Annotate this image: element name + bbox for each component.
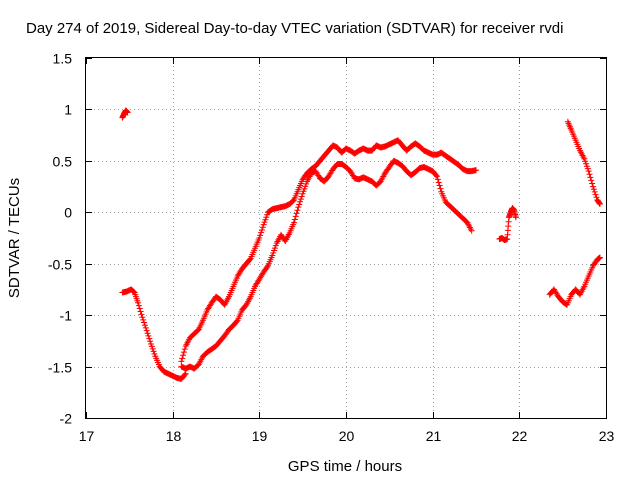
x-tick-label: 20 [339,428,355,444]
x-tick-label: 17 [79,428,95,444]
series-track-2 [119,286,189,382]
data-point [294,207,301,214]
data-point [434,173,440,180]
y-tick-label: -2 [60,411,73,427]
data-point [592,191,599,198]
data-point [142,324,149,331]
x-tick-label: 23 [599,428,615,444]
data-point [434,176,441,183]
data-point [437,185,444,192]
data-point [130,288,137,295]
data-point [433,172,440,179]
data-point [596,201,603,208]
data-point [473,167,479,174]
data-point [596,254,603,261]
series-track-1 [119,107,131,121]
data-point [180,349,187,356]
data-point [178,358,185,365]
ticks: 17 18 19 20 21 22 23 -2 -1.5 -1 -0.5 0 0.5 1 1.5 [48,51,615,445]
data-point [259,224,266,231]
data-point [292,213,299,220]
y-tick-label: 0.5 [53,154,73,170]
data-point [435,179,442,186]
data-points [119,107,603,382]
y-axis-label: SDTVAR / TECUs [6,178,23,298]
y-tick-label: -1.5 [48,360,72,376]
series-track-6 [546,254,603,308]
series-track-3 [178,137,479,365]
data-point [298,193,305,200]
data-point [297,196,304,203]
data-point [181,346,188,353]
data-point [591,188,598,195]
data-point [179,355,186,362]
series-track-5 [496,205,519,244]
data-point [124,109,131,116]
data-point [147,338,154,345]
data-point [291,219,297,226]
data-point [257,232,264,239]
data-point [233,318,240,325]
data-point [296,201,303,208]
y-tick-label: 1 [64,102,72,118]
data-point [295,204,302,211]
data-point [140,316,147,323]
data-point [596,200,603,207]
x-tick-label: 22 [512,428,528,444]
data-point [182,370,189,377]
data-point [139,314,146,321]
x-tick-label: 19 [252,428,268,444]
data-point [256,235,263,241]
x-axis-label: GPS time / hours [288,458,402,475]
grid [86,58,606,418]
data-point [291,216,298,223]
y-tick-label: 1.5 [53,51,73,67]
data-point [586,171,593,178]
y-tick-label: -0.5 [48,257,72,273]
data-point [144,330,151,337]
data-point [264,264,271,271]
data-point [138,311,145,318]
data-point [141,319,148,326]
data-point [258,229,265,236]
data-point [587,174,594,181]
data-point [293,210,300,217]
x-tick-label: 18 [166,428,182,444]
data-point [146,335,153,342]
data-point [588,177,595,184]
series-track-4 [178,157,475,372]
data-point [136,305,143,312]
data-point [590,183,596,190]
data-point [246,256,253,263]
x-tick-label: 21 [426,428,442,444]
data-point [181,371,188,378]
data-point [130,288,137,295]
data-point [436,182,443,189]
data-point [468,227,475,234]
plot-frame [85,57,607,419]
data-point [589,180,596,187]
data-point [590,186,597,193]
series-track-7 [564,118,603,208]
chart-title: Day 274 of 2019, Sidereal Day-to-day VTE… [26,20,563,37]
y-tick-label: -1 [60,308,73,324]
data-point [258,226,265,233]
data-point [593,194,600,201]
data-point [297,198,304,205]
data-point [512,214,519,221]
data-point [135,299,141,306]
y-tick-label: 0 [64,205,72,221]
data-point [143,327,150,334]
data-point [585,168,592,175]
data-point [180,352,187,359]
data-point [137,308,144,315]
data-point [141,322,148,329]
data-point [145,332,152,339]
data-point [135,302,142,309]
